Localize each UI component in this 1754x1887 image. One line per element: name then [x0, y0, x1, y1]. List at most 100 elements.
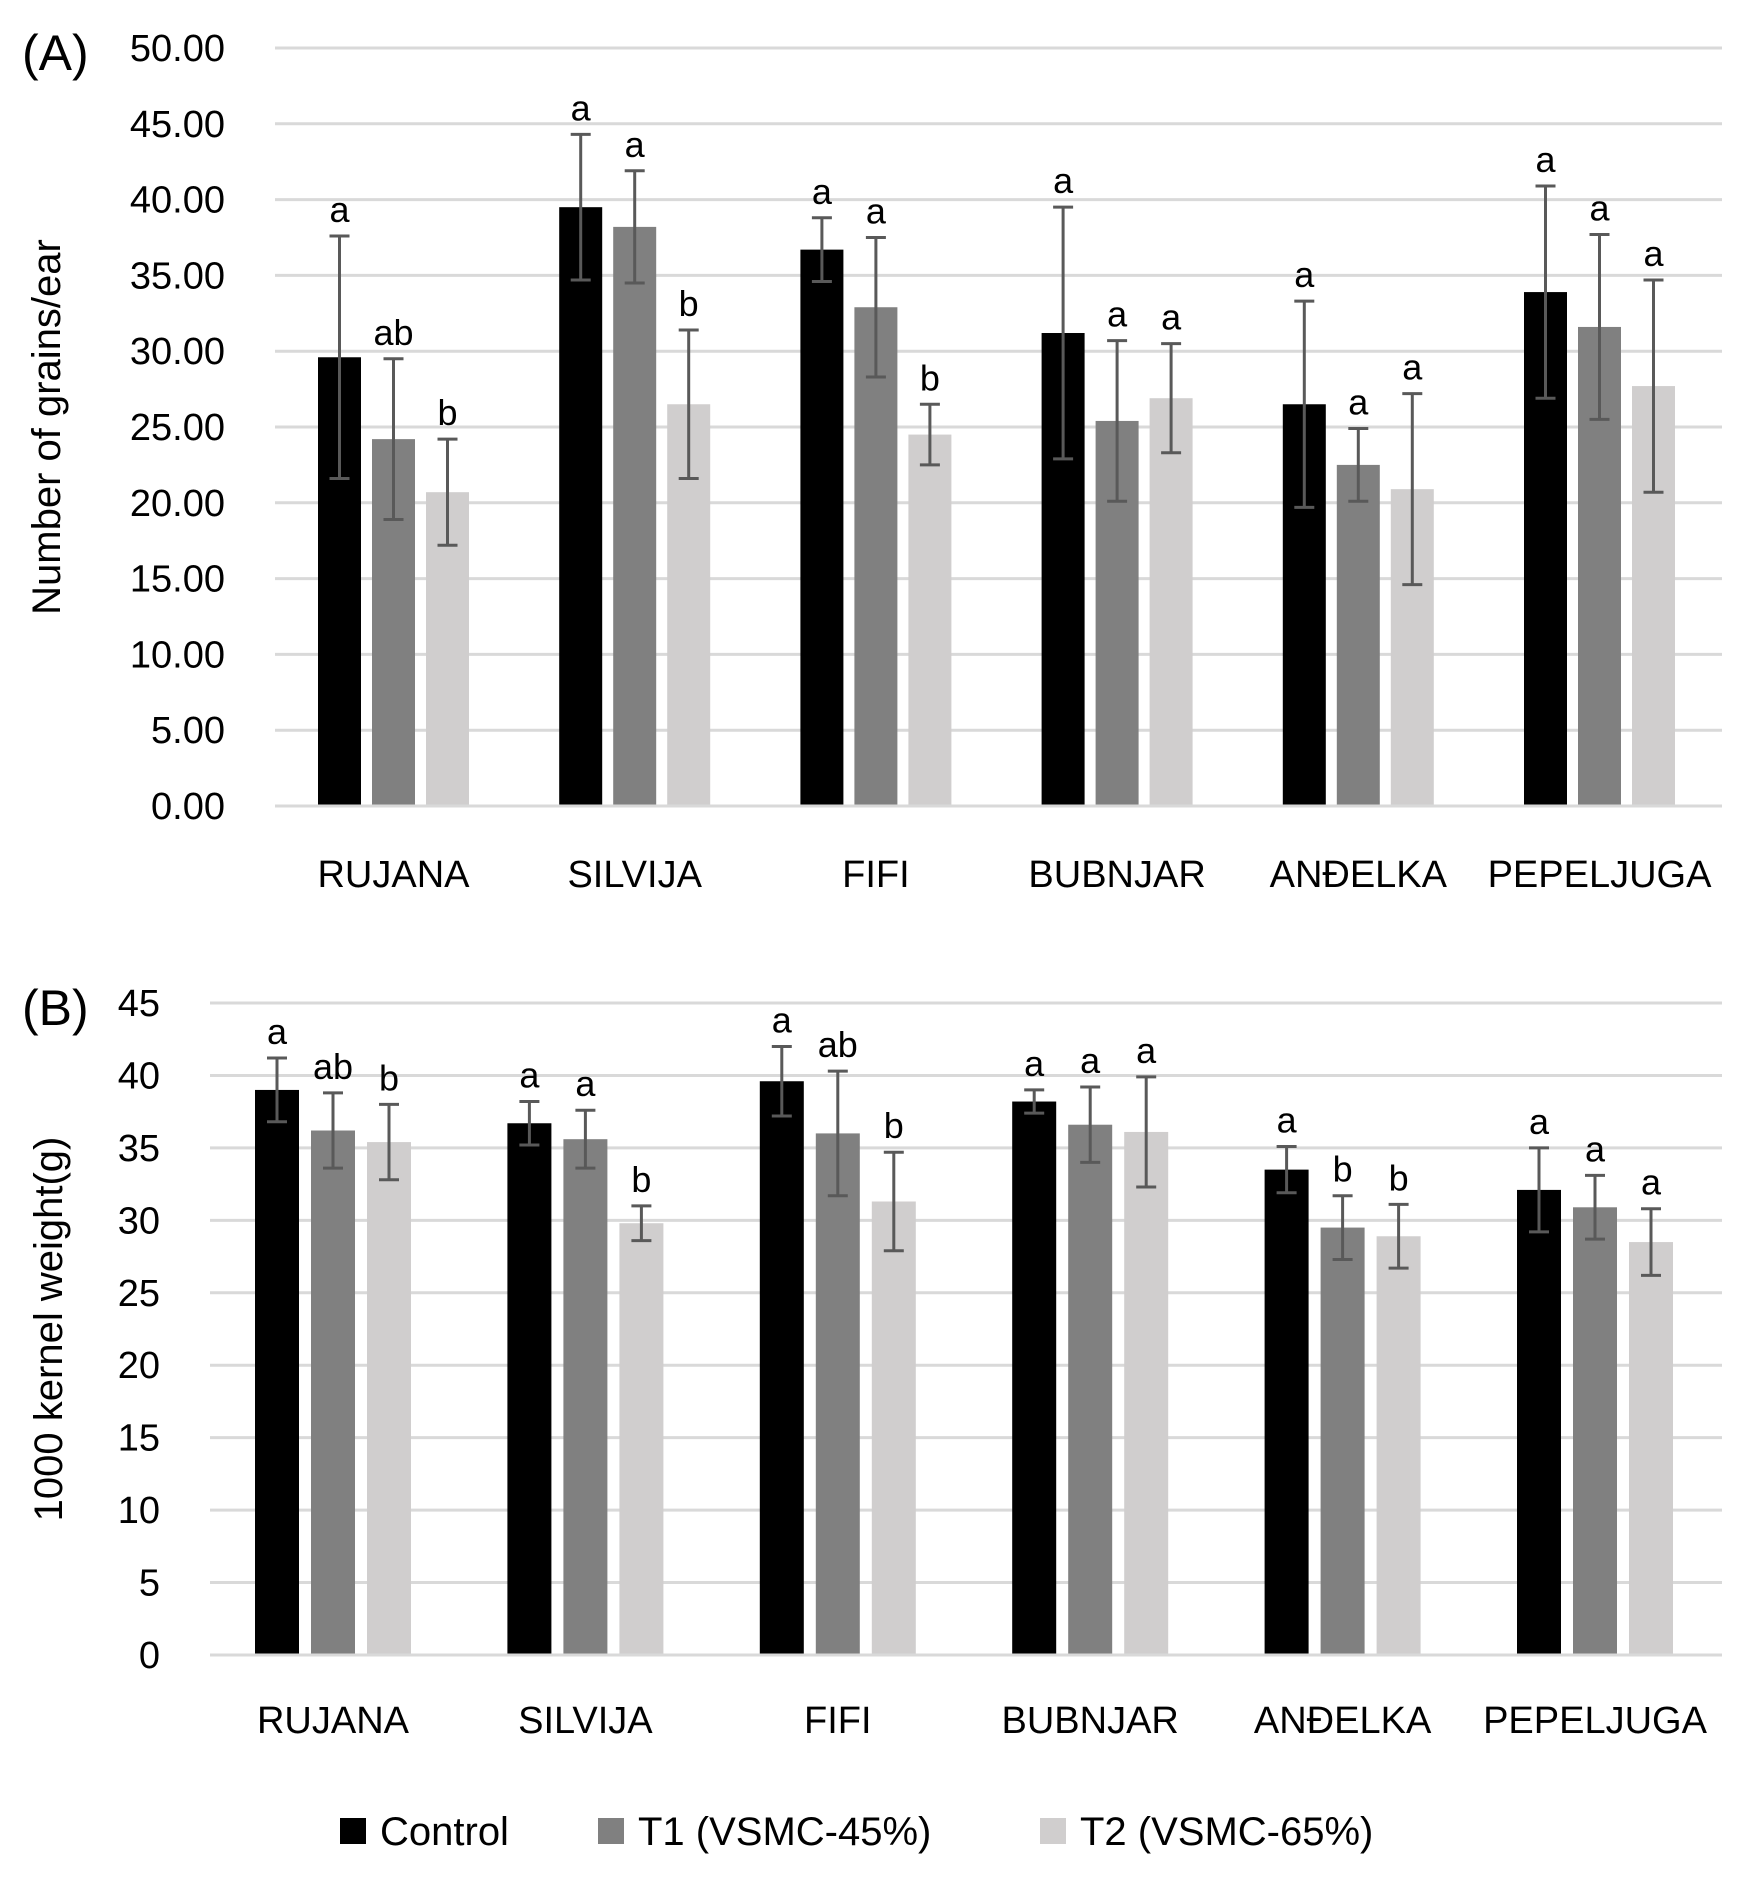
y-axis-title: 1000 kernel weight(g) [27, 1137, 71, 1522]
significance-label: b [920, 357, 940, 398]
bar [1068, 1124, 1113, 1655]
panel-a-chart: 0.00 5.00 10.00 15.00 20.00 25.00 30.00 35.00 40… [22, 25, 1722, 896]
category-label: SILVIJA [518, 1700, 653, 1742]
bar [1264, 1169, 1309, 1655]
significance-label: b [884, 1105, 904, 1146]
bar [367, 1142, 411, 1655]
y-tick-label: 35 [118, 1128, 160, 1170]
bar [507, 1123, 552, 1655]
bar [800, 249, 844, 807]
bar [1124, 1131, 1169, 1655]
category-label: BUBNJAR [1002, 1700, 1179, 1742]
bar [1320, 1227, 1365, 1655]
bar [255, 1089, 299, 1655]
y-tick-label: 20.00 [130, 483, 225, 525]
y-tick-label: 5.00 [151, 710, 225, 752]
bar [871, 1201, 916, 1655]
panel-label: (A) [22, 25, 89, 81]
y-tick-label: 50.00 [130, 28, 225, 70]
bar [563, 1139, 608, 1655]
significance-label: b [1389, 1157, 1409, 1198]
significance-label: a [1107, 294, 1128, 335]
legend-swatch [1040, 1818, 1066, 1844]
significance-label: b [631, 1159, 651, 1200]
y-tick-label: 20 [118, 1345, 160, 1387]
y-tick-label: 0 [139, 1635, 160, 1677]
bar [908, 434, 952, 806]
category-label: PEPELJUGA [1488, 854, 1713, 896]
y-tick-label: 30 [118, 1200, 160, 1242]
y-tick-label: 25.00 [130, 407, 225, 449]
significance-label: a [1641, 1162, 1662, 1203]
category-label: SILVIJA [567, 854, 702, 896]
bar [759, 1081, 804, 1655]
bar [619, 1223, 664, 1655]
y-tick-label: 40 [118, 1055, 160, 1097]
significance-label: a [1161, 297, 1182, 338]
significance-label: a [1402, 347, 1423, 388]
y-tick-label: 45 [118, 983, 160, 1025]
significance-label: a [1348, 382, 1369, 423]
significance-label: a [1294, 254, 1315, 295]
y-tick-label: 35.00 [130, 255, 225, 297]
bar [1149, 398, 1193, 806]
significance-label: a [1529, 1101, 1550, 1142]
significance-label: a [1136, 1030, 1157, 1071]
significance-label: a [1585, 1128, 1606, 1169]
category-label: RUJANA [257, 1700, 410, 1742]
y-axis-title: Number of grains/ear [25, 239, 69, 615]
significance-label: a [866, 191, 887, 232]
significance-label: a [575, 1063, 596, 1104]
significance-label: a [1080, 1040, 1101, 1081]
bar [1517, 1189, 1561, 1655]
significance-label: a [1643, 233, 1664, 274]
y-tick-label: 15.00 [130, 559, 225, 601]
panel-b-chart: 0 5 10 15 20 25 30 35 40 45 (B) 1000 kernel weight(… [22, 980, 1722, 1742]
bar [1376, 1236, 1421, 1655]
significance-label: a [1053, 160, 1074, 201]
y-tick-label: 5 [139, 1563, 160, 1605]
significance-label: a [329, 189, 350, 230]
bar [854, 307, 898, 806]
legend-label: T2 (VSMC-65%) [1080, 1810, 1373, 1854]
significance-label: b [379, 1057, 399, 1098]
significance-label: a [1535, 139, 1556, 180]
significance-label: a [267, 1011, 288, 1052]
category-label: PEPELJUGA [1483, 1700, 1708, 1742]
panel-label: (B) [22, 980, 89, 1036]
legend-swatch [340, 1818, 366, 1844]
legend-label: Control [380, 1810, 509, 1854]
category-label: FIFI [804, 1700, 872, 1742]
legend: Control T1 (VSMC-45%) T2 (VSMC-65%) [340, 1810, 1373, 1854]
bar [1573, 1207, 1617, 1655]
category-label: RUJANA [317, 854, 470, 896]
bar [311, 1130, 355, 1655]
bar [815, 1133, 860, 1655]
significance-label: b [1333, 1149, 1353, 1190]
bar [1012, 1101, 1057, 1655]
significance-label: b [679, 283, 699, 324]
significance-label: a [571, 87, 592, 128]
legend-swatch [598, 1818, 624, 1844]
y-tick-label: 15 [118, 1418, 160, 1460]
bar [613, 226, 657, 806]
significance-label: b [437, 392, 457, 433]
y-tick-label: 10 [118, 1490, 160, 1532]
significance-label: a [812, 171, 833, 212]
significance-label: a [519, 1055, 540, 1096]
category-label: FIFI [842, 854, 910, 896]
y-tick-label: 25 [118, 1273, 160, 1315]
legend-label: T1 (VSMC-45%) [638, 1810, 931, 1854]
y-tick-label: 10.00 [130, 634, 225, 676]
category-label: BUBNJAR [1028, 854, 1205, 896]
y-tick-label: 0.00 [151, 786, 225, 828]
significance-label: ab [313, 1046, 353, 1087]
bar [559, 207, 603, 806]
bar [1629, 1242, 1673, 1655]
y-tick-label: 40.00 [130, 180, 225, 222]
significance-label: ab [373, 312, 413, 353]
significance-label: ab [818, 1024, 858, 1065]
category-label: ANĐELKA [1270, 854, 1448, 896]
bar [1336, 464, 1380, 806]
